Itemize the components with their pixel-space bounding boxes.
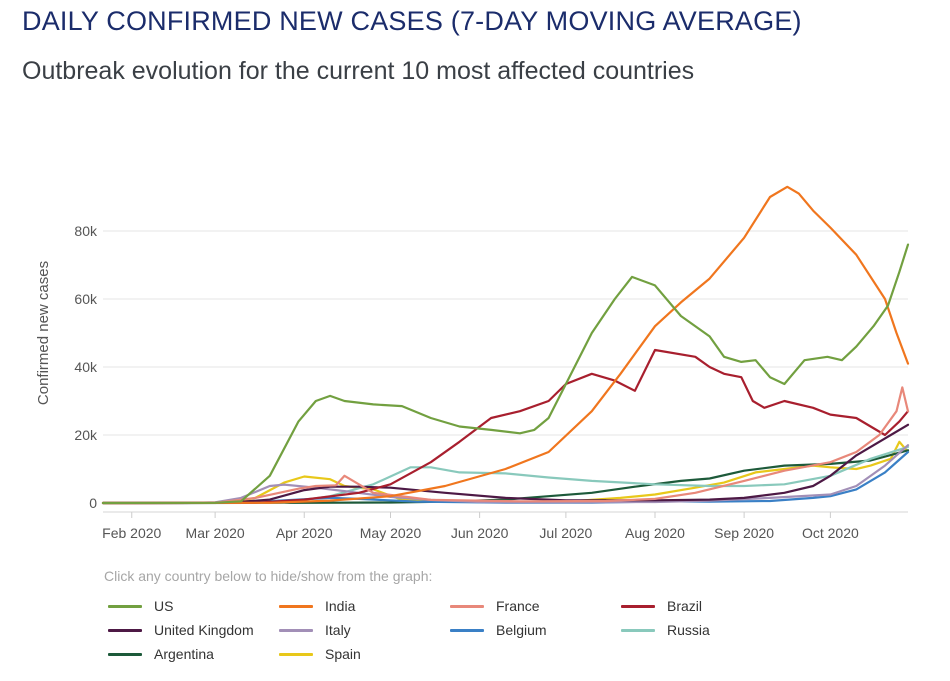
x-tick-label: Aug 2020 (625, 525, 685, 541)
legend-item-russia[interactable]: Russia (621, 620, 710, 640)
legend-label: Belgium (496, 622, 547, 638)
chart-subtitle: Outbreak evolution for the current 10 mo… (22, 57, 695, 85)
legend-swatch (108, 628, 142, 632)
legend-label: France (496, 598, 540, 614)
legend-label: US (154, 598, 174, 614)
series-line-us[interactable] (101, 243, 910, 505)
series-line-india[interactable] (101, 185, 910, 505)
series-line-france[interactable] (101, 386, 910, 505)
series-line-argentina[interactable] (101, 449, 910, 505)
legend-swatch (279, 604, 313, 608)
legend-swatch (279, 628, 313, 632)
y-tick-label: 80k (74, 223, 98, 239)
gridlines (103, 230, 908, 436)
legend-label: Italy (325, 622, 351, 638)
legend-swatch (621, 604, 655, 608)
legend-swatch (108, 604, 142, 608)
x-tick-label: Oct 2020 (802, 525, 859, 541)
chart-title: DAILY CONFIRMED NEW CASES (7-DAY MOVING … (22, 6, 802, 36)
series-line-russia[interactable] (101, 445, 910, 505)
legend-label: Brazil (667, 598, 703, 614)
x-tick-label: Apr 2020 (276, 525, 333, 541)
legend-item-belgium[interactable]: Belgium (450, 620, 547, 640)
y-tick-label: 20k (74, 427, 98, 443)
legend-swatch (108, 652, 142, 656)
legend-item-united-kingdom[interactable]: United Kingdom (108, 620, 254, 640)
legend-swatch (621, 628, 655, 632)
legend-swatch (450, 628, 484, 632)
series-lines[interactable] (101, 185, 910, 505)
y-tick-label: 60k (74, 291, 98, 307)
legend-swatch (450, 604, 484, 608)
y-tick-label: 0 (89, 495, 97, 511)
x-tick-label: Mar 2020 (186, 525, 245, 541)
legend-label: Argentina (154, 646, 214, 662)
series-line-belgium[interactable] (101, 450, 910, 505)
legend-hint: Click any country below to hide/show fro… (104, 568, 433, 584)
legend-item-brazil[interactable]: Brazil (621, 596, 702, 616)
x-tick-label: Sep 2020 (714, 525, 774, 541)
x-tick-label: May 2020 (360, 525, 422, 541)
y-tick-label: 40k (74, 359, 98, 375)
legend-item-france[interactable]: France (450, 596, 540, 616)
axes: 0 20k 40k 60k 80k Feb 2020 Mar 2020 Apr 2020 May… (74, 223, 908, 541)
legend-item-india[interactable]: India (279, 596, 355, 616)
x-tick-label: Jul 2020 (539, 525, 592, 541)
legend-swatch (279, 652, 313, 656)
series-line-brazil[interactable] (101, 348, 910, 505)
x-tick-label: Jun 2020 (451, 525, 509, 541)
legend-item-us[interactable]: US (108, 596, 173, 616)
legend-item-spain[interactable]: Spain (279, 644, 361, 664)
legend-label: Russia (667, 622, 710, 638)
series-line-spain[interactable] (101, 440, 910, 505)
series-line-united-kingdom[interactable] (101, 423, 910, 505)
legend-item-argentina[interactable]: Argentina (108, 644, 214, 664)
legend-label: United Kingdom (154, 622, 254, 638)
y-axis-label: Confirmed new cases (35, 261, 52, 405)
legend-item-italy[interactable]: Italy (279, 620, 351, 640)
legend-label: India (325, 598, 356, 614)
x-tick-label: Feb 2020 (102, 525, 161, 541)
legend-label: Spain (325, 646, 361, 662)
